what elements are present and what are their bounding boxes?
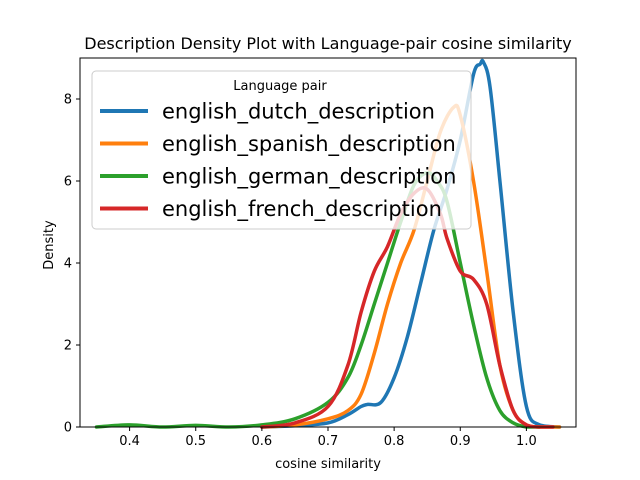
x-axis: 0.4 0.5 0.6 0.7 0.8 0.9 1.0 — [119, 427, 537, 449]
x-tick-label: 0.8 — [384, 434, 405, 449]
x-tick-label: 0.9 — [450, 434, 471, 449]
x-tick-label: 1.0 — [516, 434, 537, 449]
y-tick-label: 8 — [64, 93, 72, 108]
y-tick-label: 4 — [64, 257, 72, 272]
x-tick-label: 0.7 — [318, 434, 339, 449]
legend-title: Language pair — [233, 79, 327, 94]
legend-frame — [91, 70, 472, 230]
legend-label-3: english_german_description — [162, 165, 456, 190]
x-tick-label: 0.4 — [119, 434, 140, 449]
y-tick-label: 0 — [64, 421, 72, 436]
legend: Language pair english_dutch_descriptione… — [91, 70, 472, 230]
legend-label-1: english_dutch_description — [162, 100, 435, 125]
y-tick-label: 2 — [64, 339, 72, 354]
legend-label-2: english_spanish_description — [162, 132, 456, 157]
y-axis: 0 2 4 6 8 — [64, 93, 80, 436]
chart-title: Description Density Plot with Language-p… — [84, 34, 571, 53]
y-axis-label: Density — [42, 220, 57, 270]
y-tick-label: 6 — [64, 175, 72, 190]
x-tick-label: 0.5 — [185, 434, 206, 449]
x-axis-label: cosine similarity — [275, 457, 381, 472]
legend-label-4: english_french_description — [162, 197, 442, 222]
x-tick-label: 0.6 — [252, 434, 273, 449]
